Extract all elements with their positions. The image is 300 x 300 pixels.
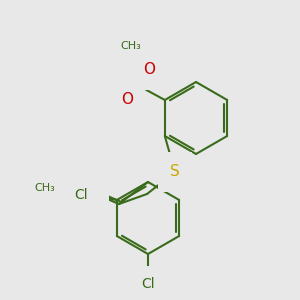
Text: N: N [85,184,97,200]
Text: CH₃: CH₃ [34,183,56,193]
Text: O: O [121,92,133,107]
Text: S: S [170,164,180,179]
Text: CH₃: CH₃ [120,41,141,51]
Text: Cl: Cl [74,188,88,202]
Text: Cl: Cl [141,277,155,291]
Text: O: O [143,62,155,77]
Text: O: O [61,188,73,203]
